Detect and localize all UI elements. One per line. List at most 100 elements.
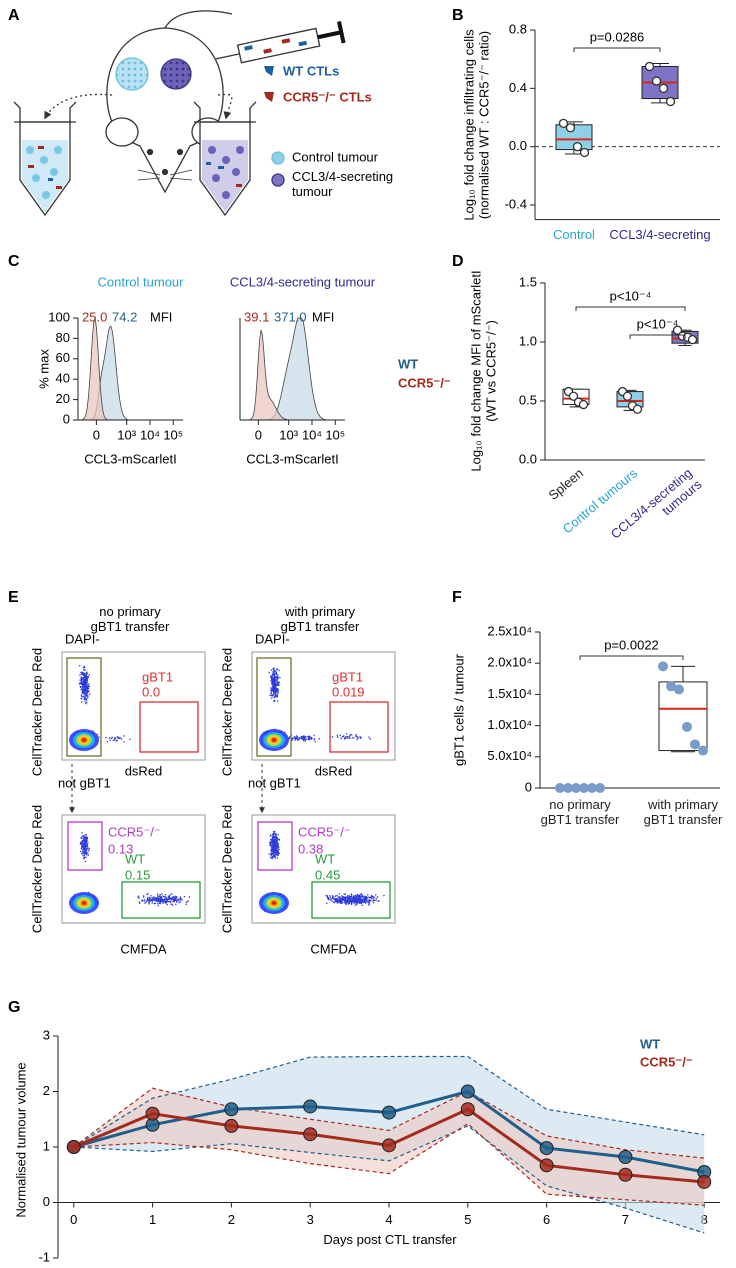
gate-label: WT [125,851,145,866]
data-point [665,96,676,107]
cell-density [329,733,371,741]
data-point [687,334,698,345]
mfi-label: 39.1 [244,309,269,324]
annotation: p=0.0286 [590,29,645,44]
panel-label: E [8,589,19,606]
y-tick-label: 0.5 [519,392,537,407]
data-point [658,83,669,93]
histogram-curve [77,318,183,421]
y-tick-label: 0.0 [519,451,537,466]
x-tick-label: Control [553,227,595,242]
legend-label: CCR5⁻/⁻ [398,375,451,390]
y-tick-label: 1 [43,1138,50,1153]
cell-density [137,893,191,907]
mfi-label: 371.0 [274,309,307,324]
panel-label: A [8,7,20,24]
gate [329,701,389,753]
gate [257,821,293,871]
x-tick-label: 0 [93,427,100,442]
gate [121,881,201,919]
plot-frame [61,814,206,924]
cell-density [79,832,90,862]
x-tick-label: 4 [385,1212,392,1227]
y-axis-label: CellTracker Deep Red [29,805,44,933]
data-point [579,783,589,793]
chart-title: CCL3/4-secreting tumour [230,274,376,289]
y-tick-label: 2 [43,1083,50,1098]
x-tick-label: 1 [149,1212,156,1227]
data-point [571,783,581,793]
y-axis-label: CellTracker Deep Red [219,648,234,776]
cell-density [98,735,131,743]
data-point [555,783,565,793]
data-point [539,1141,554,1156]
x-tick-label: 2 [228,1212,235,1227]
cell-density [78,665,91,705]
panel-label: G [8,999,20,1016]
data-point [460,1084,475,1099]
x-tick-label: with primary gBT1 transfer [644,797,723,827]
x-tick-label: 10⁴ [140,427,160,442]
x-axis-label: CMFDA [310,941,357,956]
band-edge [73,1122,705,1206]
data-point [572,142,583,152]
data-point [145,1106,160,1121]
data-point [682,721,692,732]
data-point [666,681,676,692]
gate-value: 0.38 [298,841,323,856]
data-point [558,118,569,128]
data-point [618,1167,633,1182]
gate [139,701,199,753]
column-title: no primary gBT1 transfer [91,604,170,634]
data-point [539,1158,554,1173]
legend-label: WT CTLs [283,63,339,78]
x-tick-label: 10⁵ [163,427,183,442]
y-tick-label: 0 [525,779,532,794]
data-point [565,123,576,133]
data-point [697,1174,712,1189]
cell-density [325,893,385,906]
legend-label: WT [398,356,418,371]
x-tick-label: no primary gBT1 transfer [541,797,620,827]
significance-bracket [575,306,686,311]
data-point [224,1118,239,1133]
y-tick-label: 60 [56,350,70,365]
cell-density [272,738,276,742]
mfi-title: MFI [150,309,172,324]
y-tick-label: 0 [63,411,70,426]
y-tick-label: 100 [48,309,70,324]
y-tick-label: -0.4 [505,196,527,211]
column-title: with primary gBT1 transfer [281,604,360,634]
data-point [674,684,684,695]
significance-bracket [629,334,686,339]
y-tick-label: 20 [56,391,70,406]
mfi-label: 74.2 [112,309,137,324]
y-tick-label: 0.8 [509,21,527,36]
x-tick-label: 10³ [279,427,298,442]
data-point [303,1127,318,1142]
y-axis-label: Log₁₀ fold change infiltrating cells(nor… [462,29,492,221]
panel-label: B [452,7,464,24]
y-axis-label: CellTracker Deep Red [219,805,234,933]
data-point [224,1102,239,1117]
x-axis-label: CMFDA [120,941,167,956]
data-point [618,1149,633,1164]
data-point [690,739,700,750]
annotation: p<10⁻⁴ [610,288,652,303]
y-tick-label: 1.5 [519,274,537,289]
data-point [382,1138,396,1153]
gate-value: 0.45 [315,867,340,882]
legend-label: Control tumour [292,149,379,164]
data-point [66,1140,81,1154]
data-point [672,325,683,335]
legend-label: CCR5⁻/⁻ CTLs [283,89,372,104]
cell-density [272,901,276,905]
gate-label: WT [315,851,335,866]
y-axis-label: CellTracker Deep Red [29,648,44,776]
gate [311,881,391,919]
mfi-title: MFI [312,309,334,324]
x-axis-label: CCL3-mScarletI [246,451,338,466]
panel-label: D [452,253,464,270]
legend-label: CCR5⁻/⁻ [640,1054,693,1069]
cell-density [268,667,281,703]
